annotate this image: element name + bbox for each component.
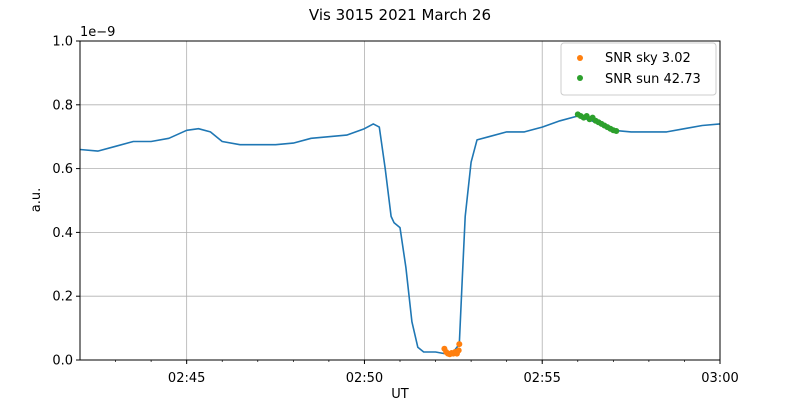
- y-tick-label: 0.0: [52, 354, 73, 369]
- x-tick-label: 03:00: [701, 371, 738, 386]
- snr-sky-point: [456, 341, 463, 348]
- series-layer: [79, 111, 721, 358]
- y-axis-multiplier: 1e−9: [80, 25, 115, 40]
- legend-marker-snr-sun: [577, 75, 583, 81]
- x-axis: 02:45 02:50 02:55 03:00: [115, 360, 739, 386]
- legend-box: [560, 42, 717, 96]
- x-tick-label: 02:50: [346, 371, 383, 386]
- y-tick-label: 0.2: [52, 290, 73, 305]
- x-tick-label: 02:55: [523, 371, 560, 386]
- y-axis-label: a.u.: [29, 188, 44, 212]
- legend-label-snr-sun: SNR sun 42.73: [605, 72, 701, 87]
- y-tick-label: 0.8: [52, 98, 73, 113]
- x-tick-label: 02:45: [168, 371, 205, 386]
- y-axis: 0.0 0.2 0.4 0.6 0.8 1.0: [52, 35, 80, 369]
- snr-sun-point: [613, 128, 620, 134]
- series-line: [79, 115, 721, 355]
- y-tick-label: 1.0: [52, 35, 73, 50]
- y-tick-label: 0.4: [52, 226, 73, 241]
- chart-title: Vis 3015 2021 March 26: [309, 6, 491, 24]
- legend: SNR sky 3.02 SNR sun 42.73: [560, 42, 717, 96]
- snr-sky-point: [455, 347, 462, 354]
- legend-marker-snr-sky: [577, 55, 583, 61]
- x-axis-label: UT: [391, 387, 409, 400]
- y-tick-label: 0.6: [52, 162, 73, 177]
- legend-label-snr-sky: SNR sky 3.02: [605, 51, 691, 66]
